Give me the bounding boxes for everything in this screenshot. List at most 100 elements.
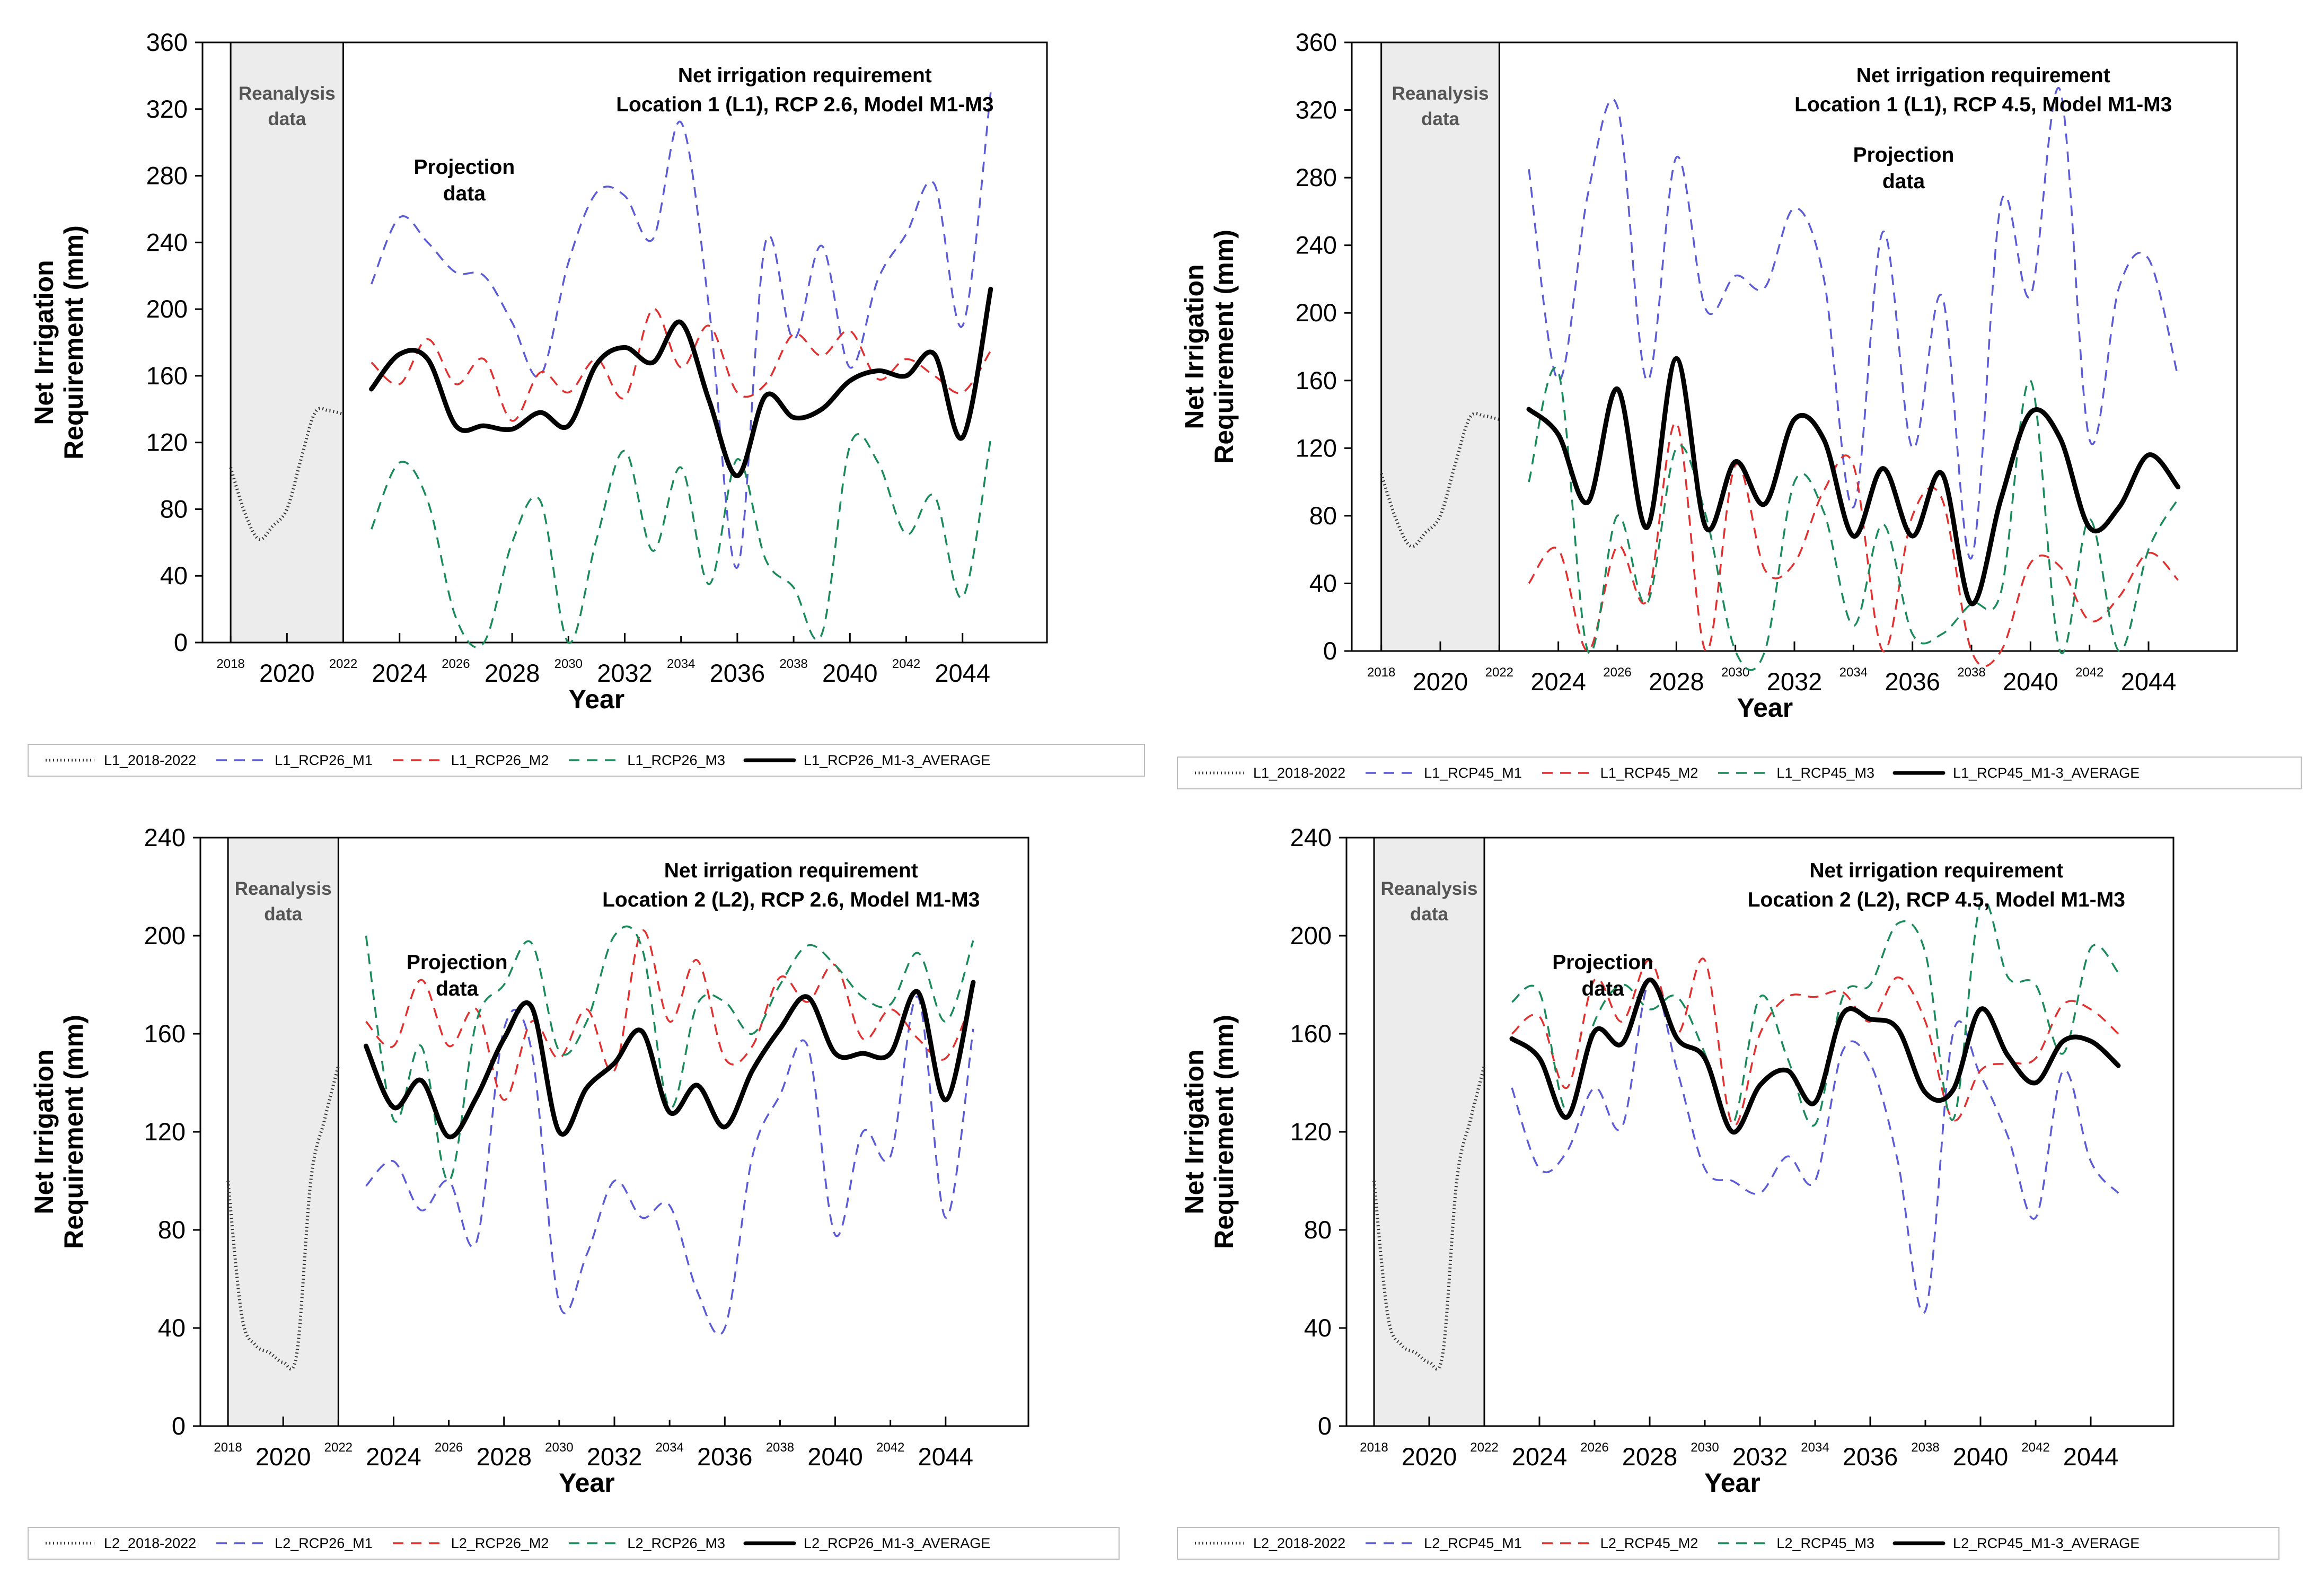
y-tick-label: 0 xyxy=(172,1412,186,1440)
x-major-tick-label: 2032 xyxy=(587,1443,642,1471)
projection-annotation-line1: Projection xyxy=(1853,144,1955,166)
x-major-tick-label: 2024 xyxy=(1530,667,1586,696)
x-minor-tick-label: 2026 xyxy=(1603,665,1631,680)
series-line-l1-rcp45-m1 xyxy=(1528,87,2179,560)
series-line-l2-rcp45-m3 xyxy=(1511,899,2119,1127)
legend-swatch xyxy=(1718,1542,1767,1544)
series-line-l1-rcp26-m1 xyxy=(370,92,992,569)
y-axis-label-line1: Net Irrigation xyxy=(1179,264,1209,429)
legend-item: L2_RCP45_M3 xyxy=(1716,1535,1874,1552)
chart-subtitle: Location 1 (L1), RCP 2.6, Model M1-M3 xyxy=(616,93,993,116)
x-minor-tick-label: 2034 xyxy=(1839,665,1868,680)
y-tick-label: 120 xyxy=(1296,434,1337,462)
legend-label: L2_RCP26_M1 xyxy=(275,1535,373,1551)
x-major-tick-label: 2024 xyxy=(1512,1443,1568,1471)
x-major-tick-label: 2028 xyxy=(485,659,540,687)
x-major-tick-label: 2024 xyxy=(366,1443,421,1471)
x-major-tick-label: 2044 xyxy=(935,659,990,687)
legend-swatch xyxy=(743,1541,796,1545)
chart-title: Net irrigation requirement xyxy=(1809,859,2063,882)
legend-label: L1_RCP45_M1 xyxy=(1424,764,1522,781)
x-major-tick-label: 2032 xyxy=(1767,667,1823,696)
legend-item: L1_RCP45_M1-3_AVERAGE xyxy=(1892,765,2140,781)
legend-swatch xyxy=(1718,772,1767,774)
series-line-l1-2018-2022 xyxy=(229,407,344,541)
x-major-tick-label: 2028 xyxy=(1649,667,1704,696)
y-tick-label: 240 xyxy=(146,228,188,256)
y-tick-label: 120 xyxy=(144,1118,186,1146)
y-tick-label: 160 xyxy=(146,362,188,390)
chart-title: Net irrigation requirement xyxy=(1856,64,2110,87)
series-line-l1-rcp26-m3 xyxy=(370,433,992,648)
y-tick-label: 40 xyxy=(158,1314,186,1342)
projection-annotation-line2: data xyxy=(443,182,486,205)
x-axis-label: Year xyxy=(1737,693,1793,723)
legend-swatch xyxy=(569,1542,618,1544)
series-line-l2-rcp26-m1-3-average xyxy=(363,980,976,1139)
projection-annotation-line1: Projection xyxy=(1552,951,1653,974)
legend-swatch xyxy=(392,759,442,761)
x-minor-tick-label: 2022 xyxy=(329,657,357,671)
legend-l1-rcp26: L1_2018-2022 L1_RCP26_M1 L1_RCP26_M2 L1_RCP… xyxy=(28,744,1145,777)
x-minor-tick-label: 2038 xyxy=(1911,1440,1939,1455)
chart-svg-l2-rcp45: 0 40 80 120 160 200 240 2018 2022 2026 2030 2034 203… xyxy=(1179,823,2175,1498)
legend-item: L2_RCP26_M2 xyxy=(391,1535,549,1552)
legend-item: L2_2018-2022 xyxy=(1193,1535,1345,1552)
series-line-l1-rcp45-m2 xyxy=(1528,421,2179,667)
x-minor-tick-label: 2018 xyxy=(1360,1440,1388,1455)
y-axis-label-line1: Net Irrigation xyxy=(29,260,59,425)
y-tick-label: 360 xyxy=(1296,28,1337,56)
x-major-tick-label: 2036 xyxy=(710,659,765,687)
chart-subtitle: Location 2 (L2), RCP 4.5, Model M1-M3 xyxy=(1748,889,2125,911)
y-tick-label: 80 xyxy=(1304,1216,1332,1244)
chart-svg-l2-rcp26: 0 40 80 120 160 200 240 2018 2022 2026 2030 2034 203… xyxy=(29,823,1029,1498)
y-tick-label: 240 xyxy=(1296,231,1337,259)
y-tick-label: 240 xyxy=(144,823,186,851)
legend-label: L1_RCP45_M3 xyxy=(1776,764,1875,781)
x-minor-tick-label: 2026 xyxy=(1580,1440,1608,1455)
x-minor-tick-label: 2034 xyxy=(1801,1440,1829,1455)
x-major-tick-label: 2032 xyxy=(597,659,653,687)
series-line-l1-rcp45-m3 xyxy=(1528,367,2179,671)
x-major-tick-label: 2020 xyxy=(1413,667,1468,696)
series-line-l2-rcp26-m1 xyxy=(365,996,974,1336)
legend-swatch xyxy=(1366,772,1415,774)
legend-item: L1_RCP26_M1-3_AVERAGE xyxy=(743,752,990,769)
legend-swatch xyxy=(216,759,266,761)
x-major-tick-label: 2044 xyxy=(2063,1443,2119,1471)
legend-item: L1_RCP45_M1 xyxy=(1363,765,1522,781)
x-minor-tick-label: 2026 xyxy=(442,657,470,671)
x-minor-tick-label: 2038 xyxy=(779,657,807,671)
chart-panel-l1-rcp26: 0 40 80 120 160 200 240 280 320 360 2018 2022 2026 20… xyxy=(0,0,1162,792)
x-major-tick-label: 2040 xyxy=(1953,1443,2009,1471)
legend-swatch xyxy=(1542,1542,1591,1544)
series-line-l2-rcp26-m3 xyxy=(365,925,974,1182)
x-minor-tick-label: 2042 xyxy=(892,657,920,671)
chart-subtitle: Location 1 (L1), RCP 4.5, Model M1-M3 xyxy=(1794,93,2172,116)
legend-label: L2_RCP26_M2 xyxy=(451,1535,549,1551)
y-axis-label-line1: Net Irrigation xyxy=(29,1049,59,1214)
x-minor-tick-label: 2018 xyxy=(214,1440,242,1455)
legend-label: L2_RCP45_M1 xyxy=(1424,1535,1522,1551)
y-tick-label: 80 xyxy=(160,495,188,523)
x-major-tick-label: 2028 xyxy=(1622,1443,1678,1471)
x-major-tick-label: 2028 xyxy=(476,1443,532,1471)
reanalysis-shaded-region xyxy=(1380,41,1500,652)
y-tick-label: 40 xyxy=(1304,1314,1332,1342)
y-axis-label-line2: Requirement (mm) xyxy=(1209,230,1239,464)
x-minor-tick-label: 2038 xyxy=(766,1440,794,1455)
legend-swatch xyxy=(569,759,618,761)
legend-item: L2_2018-2022 xyxy=(43,1535,196,1552)
x-minor-tick-label: 2042 xyxy=(876,1440,904,1455)
x-major-tick-label: 2020 xyxy=(1402,1443,1457,1471)
legend-swatch xyxy=(1195,1542,1244,1545)
y-tick-label: 240 xyxy=(1290,823,1332,851)
legend-swatch xyxy=(1366,1542,1415,1544)
x-major-tick-label: 2036 xyxy=(1843,1443,1898,1471)
chart-svg-l1-rcp26: 0 40 80 120 160 200 240 280 320 360 2018 2022 2026 20… xyxy=(29,28,1048,714)
legend-item: L1_2018-2022 xyxy=(43,752,196,769)
projection-annotation-line2: data xyxy=(1882,170,1925,193)
reanalysis-annotation-line2: data xyxy=(1421,109,1460,129)
x-major-tick-label: 2040 xyxy=(822,659,878,687)
x-major-tick-label: 2024 xyxy=(372,659,427,687)
